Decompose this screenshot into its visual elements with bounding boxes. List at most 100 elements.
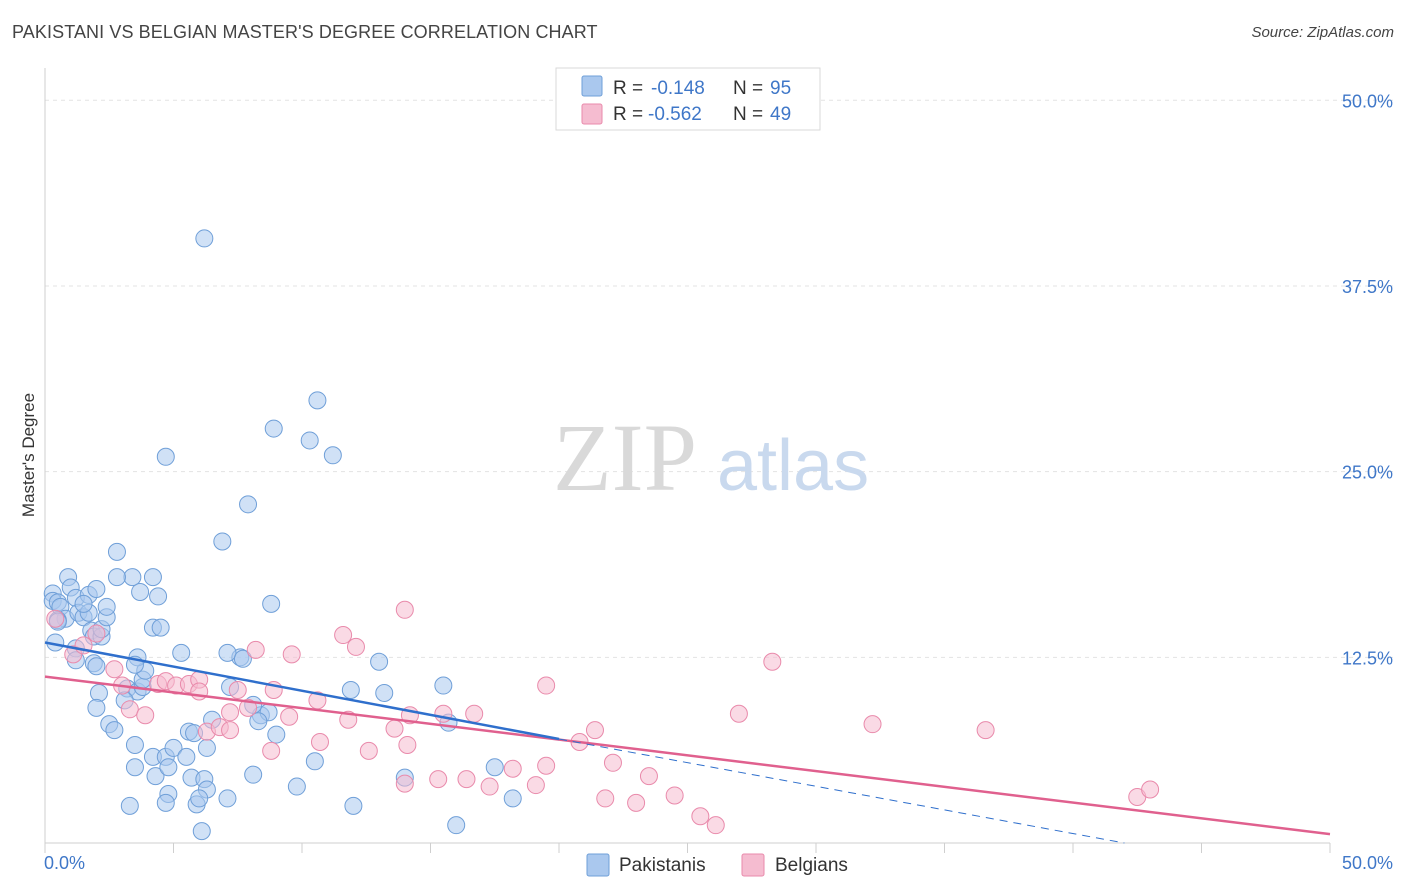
legend-r-value-1: -0.148 bbox=[651, 78, 705, 99]
pakistanis-point-51 bbox=[146, 767, 165, 786]
pakistanis-point-50 bbox=[125, 758, 144, 777]
pakistanis-point-44 bbox=[149, 587, 168, 606]
pakistanis-point-78 bbox=[239, 495, 258, 514]
pakistanis-point-82 bbox=[264, 419, 283, 438]
pakistanis-point-75 bbox=[267, 725, 286, 744]
belgians-point-49 bbox=[691, 807, 710, 826]
pakistanis-point-30 bbox=[105, 721, 124, 740]
belgians-point-34 bbox=[429, 770, 448, 789]
pakistanis-point-96 bbox=[344, 796, 363, 815]
belgians-point-52 bbox=[763, 652, 782, 671]
legend-swatch-belgians bbox=[581, 103, 603, 125]
belgians-point-26 bbox=[310, 732, 329, 751]
y-axis-label: Master's Degree bbox=[19, 393, 38, 517]
belgians-point-48 bbox=[665, 786, 684, 805]
belgians-point-36 bbox=[465, 704, 484, 723]
legend-n-label-1: N = bbox=[733, 78, 763, 99]
watermark-atlas: atlas bbox=[717, 426, 869, 506]
pakistanis-point-76 bbox=[262, 594, 281, 613]
pakistanis-point-42 bbox=[107, 568, 126, 587]
pakistanis-trend-extension bbox=[558, 738, 1125, 844]
belgians-trend-line bbox=[44, 675, 1331, 836]
pakistanis-point-15 bbox=[74, 594, 93, 613]
y-tick-label-0: 12.5% bbox=[1342, 648, 1393, 668]
pakistanis-point-69 bbox=[172, 643, 191, 662]
legend-n-value-1: 95 bbox=[770, 78, 791, 99]
pakistanis-point-53 bbox=[159, 758, 178, 777]
x-tick-label-1: 50.0% bbox=[1342, 853, 1393, 873]
belgians-point-31 bbox=[385, 719, 404, 738]
belgians-point-18 bbox=[221, 703, 240, 722]
belgians-point-46 bbox=[639, 767, 658, 786]
pakistanis-trend-line bbox=[44, 641, 560, 741]
pakistanis-point-80 bbox=[156, 447, 175, 466]
belgians-point-47 bbox=[627, 793, 646, 812]
belgians-point-39 bbox=[526, 776, 545, 795]
pakistanis-point-83 bbox=[300, 431, 319, 450]
pakistanis-point-77 bbox=[218, 643, 237, 662]
pakistanis-point-56 bbox=[177, 747, 196, 766]
pakistanis-point-87 bbox=[249, 712, 268, 731]
pakistanis-point-22 bbox=[97, 597, 116, 616]
legend-n-value-2: 49 bbox=[770, 104, 791, 125]
belgians-point-28 bbox=[334, 626, 353, 645]
belgians-point-24 bbox=[280, 707, 299, 726]
pakistanis-point-91 bbox=[370, 652, 389, 671]
legend-r-label-2: R = bbox=[613, 104, 643, 125]
chart-title: PAKISTANI VS BELGIAN MASTER'S DEGREE COR… bbox=[12, 22, 598, 42]
y-tick-label-2: 37.5% bbox=[1342, 277, 1393, 297]
grid-lines bbox=[45, 99, 1395, 658]
belgians-point-20 bbox=[262, 741, 281, 760]
pakistanis-point-61 bbox=[190, 789, 209, 808]
pakistanis-point-92 bbox=[434, 676, 453, 695]
belgians-point-40 bbox=[537, 676, 556, 695]
pakistanis-point-100 bbox=[503, 789, 522, 808]
belgians-point-37 bbox=[480, 777, 499, 796]
belgians-point-30 bbox=[359, 741, 378, 760]
pakistanis-point-79 bbox=[213, 532, 232, 551]
pakistanis-point-86 bbox=[233, 649, 252, 668]
pakistanis-point-99 bbox=[485, 758, 504, 777]
pakistanis-point-16 bbox=[87, 579, 106, 598]
top-legend: R = -0.148 N = 95 R = -0.562 N = 49 bbox=[555, 67, 821, 131]
pakistanis-point-28 bbox=[87, 698, 106, 717]
belgians-point-50 bbox=[706, 816, 725, 835]
belgians-point-43 bbox=[585, 721, 604, 740]
belgians-point-35 bbox=[457, 770, 476, 789]
watermark-zip: ZIP bbox=[553, 404, 697, 511]
belgians-point-59 bbox=[395, 774, 414, 793]
pakistanis-point-89 bbox=[341, 681, 360, 699]
belgians-point-32 bbox=[398, 735, 417, 754]
source-label: Source: ZipAtlas.com bbox=[1251, 24, 1394, 41]
pakistanis-point-81 bbox=[195, 229, 214, 248]
legend-swatch-pakistanis bbox=[581, 75, 603, 97]
pakistanis-point-65 bbox=[156, 793, 175, 812]
belgians-point-57 bbox=[395, 600, 414, 619]
bottom-legend-swatch-belgians bbox=[741, 853, 765, 877]
belgians-point-29 bbox=[346, 637, 365, 656]
y-tick-label-3: 50.0% bbox=[1342, 91, 1393, 111]
pakistanis-point-66 bbox=[192, 822, 211, 841]
belgians-point-17 bbox=[228, 681, 247, 699]
belgians-point-7 bbox=[136, 706, 155, 725]
belgians-point-23 bbox=[282, 645, 301, 664]
belgians-point-2 bbox=[87, 624, 106, 643]
belgians-point-16 bbox=[221, 721, 240, 740]
belgians-points bbox=[46, 600, 1160, 835]
belgians-point-45 bbox=[596, 789, 615, 808]
belgians-point-6 bbox=[120, 700, 139, 719]
pakistanis-point-90 bbox=[375, 683, 394, 702]
belgians-point-56 bbox=[1141, 780, 1160, 799]
belgians-point-51 bbox=[729, 704, 748, 723]
belgians-point-19 bbox=[239, 698, 258, 717]
axes bbox=[44, 68, 1331, 853]
pakistanis-points bbox=[43, 229, 522, 841]
tick-labels: 12.5% 25.0% 37.5% 50.0% 0.0% 50.0% bbox=[44, 91, 1393, 873]
pakistanis-point-43 bbox=[143, 568, 162, 587]
pakistanis-point-63 bbox=[218, 789, 237, 808]
pakistanis-point-39 bbox=[107, 542, 126, 561]
pakistanis-point-64 bbox=[120, 796, 139, 815]
pakistanis-point-40 bbox=[123, 568, 142, 587]
belgians-point-53 bbox=[863, 715, 882, 734]
